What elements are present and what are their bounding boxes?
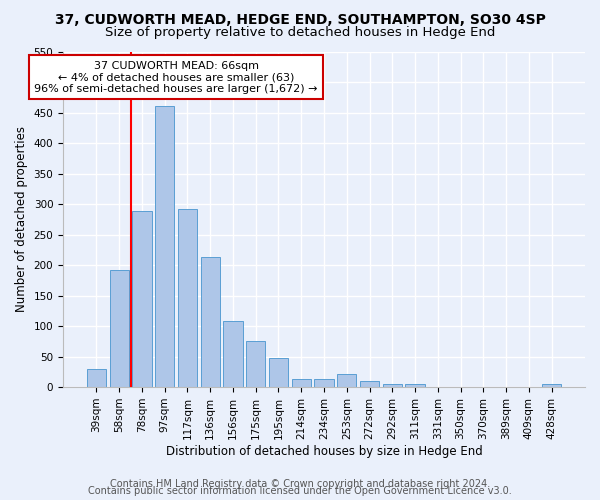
Bar [87, 369, 106, 387]
Bar [110, 270, 129, 387]
Bar [360, 381, 379, 387]
Bar [200, 257, 220, 387]
Bar [383, 384, 402, 387]
Y-axis label: Number of detached properties: Number of detached properties [15, 126, 28, 312]
Text: Size of property relative to detached houses in Hedge End: Size of property relative to detached ho… [105, 26, 495, 39]
X-axis label: Distribution of detached houses by size in Hedge End: Distribution of detached houses by size … [166, 444, 482, 458]
Bar [132, 212, 152, 387]
Bar [406, 384, 425, 387]
Bar [269, 358, 288, 387]
Bar [542, 384, 561, 387]
Text: Contains public sector information licensed under the Open Government Licence v3: Contains public sector information licen… [88, 486, 512, 496]
Bar [337, 374, 356, 387]
Text: 37 CUDWORTH MEAD: 66sqm
← 4% of detached houses are smaller (63)
96% of semi-det: 37 CUDWORTH MEAD: 66sqm ← 4% of detached… [34, 60, 318, 94]
Bar [246, 342, 265, 387]
Bar [292, 379, 311, 387]
Text: Contains HM Land Registry data © Crown copyright and database right 2024.: Contains HM Land Registry data © Crown c… [110, 479, 490, 489]
Bar [314, 379, 334, 387]
Bar [155, 106, 175, 387]
Bar [178, 209, 197, 387]
Text: 37, CUDWORTH MEAD, HEDGE END, SOUTHAMPTON, SO30 4SP: 37, CUDWORTH MEAD, HEDGE END, SOUTHAMPTO… [55, 12, 545, 26]
Bar [223, 320, 242, 387]
